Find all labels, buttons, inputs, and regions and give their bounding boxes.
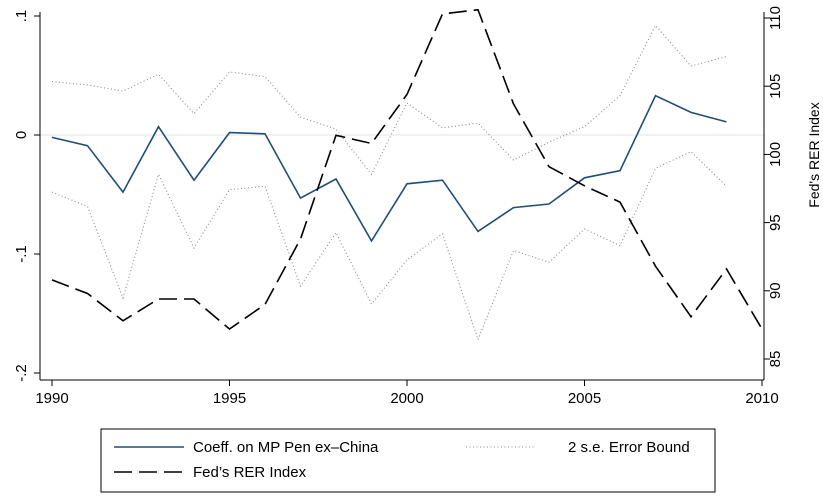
right-axis-title: Fed's RER Index [806, 102, 822, 207]
x-tick-label: 2005 [568, 390, 601, 407]
x-tick-label: 2000 [390, 390, 423, 407]
x-tick-label: 1995 [213, 390, 246, 407]
legend-box [100, 428, 716, 493]
left-tick-label: 0 [13, 131, 30, 139]
legend: Coeff. on MP Pen ex–China 2 s.e. Error Bo… [100, 428, 716, 493]
series-line-3 [51, 8, 763, 331]
left-tick-label: .1 [13, 10, 30, 23]
x-tick-label: 1990 [35, 390, 68, 407]
right-tick-label: 100 [767, 142, 784, 167]
series-line-1 [51, 24, 727, 176]
right-tick-label: 85 [767, 351, 784, 368]
right-tick-label: 95 [767, 214, 784, 231]
left-tick-label: -.2 [13, 364, 30, 382]
x-tick-label: 2010 [745, 390, 778, 407]
right-tick-label: 90 [767, 282, 784, 299]
legend-label-0: Coeff. on MP Pen ex–China [193, 439, 379, 456]
axis-layer: 1990 1995 2000 2005 2010 -.2 -.1 0 .1 85 90 95 100 10… [13, 6, 784, 407]
series-line-0 [51, 94, 727, 243]
left-tick-label: -.1 [13, 245, 30, 263]
right-tick-label: 110 [767, 6, 784, 30]
right-tick-label: 105 [767, 74, 784, 99]
legend-label-2: Fed’s RER Index [193, 464, 307, 481]
legend-label-1: 2 s.e. Error Bound [568, 439, 690, 456]
series-layer [51, 8, 763, 342]
series-line-2 [51, 151, 727, 342]
